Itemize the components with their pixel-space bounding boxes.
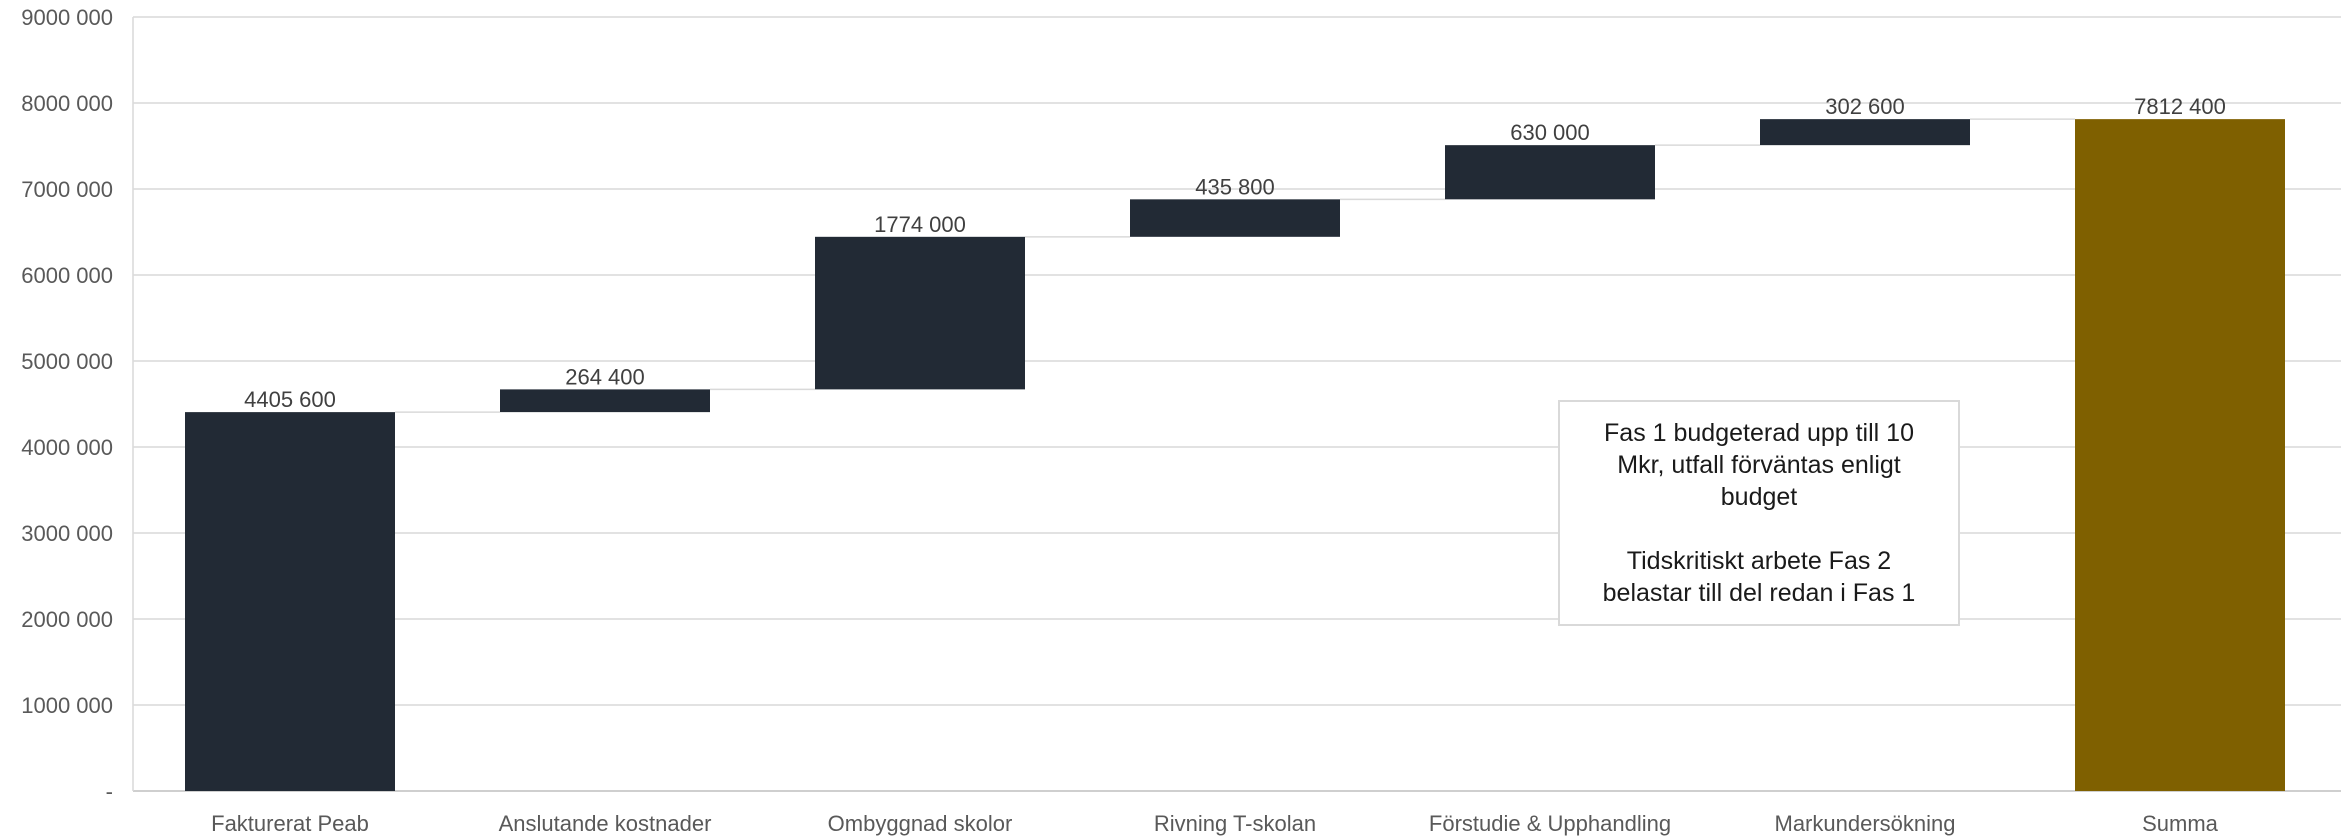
annotation-line: budget xyxy=(1720,483,1798,511)
annotation-box: Fas 1 budgeterad upp till 10 Mkr, utfall… xyxy=(1558,400,1960,626)
x-category-label: Ombyggnad skolor xyxy=(828,811,1013,836)
y-tick-label: 6000 000 xyxy=(21,263,113,288)
y-tick-label: 8000 000 xyxy=(21,91,113,116)
annotation-line: Fas 1 budgeterad upp till 10 xyxy=(1604,419,1914,447)
x-category-label: Summa xyxy=(2142,811,2219,836)
data-labels: 4405 600 264 400 1774 000 435 800 630 000 302… xyxy=(244,94,2226,412)
x-category-label: Förstudie & Upphandling xyxy=(1429,811,1671,836)
data-label: 302 600 xyxy=(1825,94,1905,119)
y-tick-label: 5000 000 xyxy=(21,349,113,374)
x-category-label: Anslutande kostnader xyxy=(499,811,712,836)
y-tick-label: 2000 000 xyxy=(21,607,113,632)
data-label: 4405 600 xyxy=(244,387,336,412)
y-tick-label: - xyxy=(106,779,113,804)
annotation-line: Tidskritiskt arbete Fas 2 xyxy=(1626,547,1892,575)
y-tick-label: 3000 000 xyxy=(21,521,113,546)
annotation-line: Mkr, utfall förväntas enligt xyxy=(1617,451,1901,479)
connectors xyxy=(395,118,2075,413)
y-tick-label: 1000 000 xyxy=(21,693,113,718)
y-tick-label: 7000 000 xyxy=(21,177,113,202)
bar xyxy=(1130,199,1340,237)
x-category-label: Rivning T-skolan xyxy=(1154,811,1316,836)
annotation-line: belastar till del redan i Fas 1 xyxy=(1602,579,1916,607)
bar xyxy=(1760,119,1970,146)
bar xyxy=(185,412,395,791)
bars xyxy=(185,119,2285,791)
y-tick-label: 9000 000 xyxy=(21,5,113,30)
data-label: 435 800 xyxy=(1195,174,1275,199)
data-label: 1774 000 xyxy=(874,212,966,237)
x-axis: Fakturerat Peab Anslutande kostnader Ombyg… xyxy=(211,811,2219,836)
bar xyxy=(1445,145,1655,200)
y-axis: - 1000 000 2000 000 3000 000 4000 000 5000 00… xyxy=(21,5,134,804)
x-category-label: Markundersökning xyxy=(1775,811,1956,836)
data-label: 264 400 xyxy=(565,364,645,389)
x-category-label: Fakturerat Peab xyxy=(211,811,369,836)
data-label: 630 000 xyxy=(1510,120,1590,145)
bar xyxy=(500,389,710,413)
bar xyxy=(2075,119,2285,791)
bar xyxy=(815,236,1025,390)
gridlines xyxy=(133,16,2341,792)
y-tick-label: 4000 000 xyxy=(21,435,113,460)
data-label: 7812 400 xyxy=(2134,94,2226,119)
